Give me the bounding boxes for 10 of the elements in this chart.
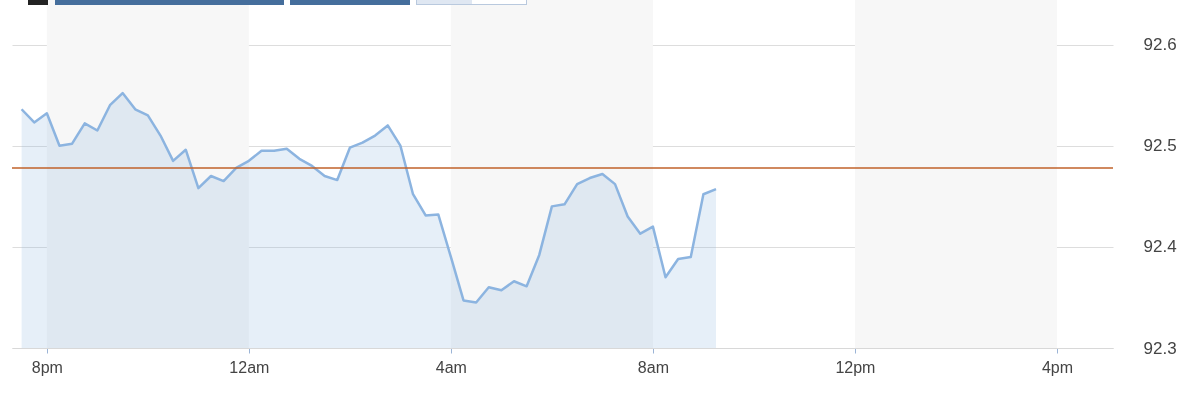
y-tick-label: 92.5 (1143, 136, 1177, 156)
x-tick-label: 8am (637, 358, 669, 376)
x-tick-label: 8pm (31, 358, 63, 376)
x-tick-label: 12am (229, 358, 270, 376)
x-tick-label: 12pm (835, 358, 876, 376)
x-tick-label: 4am (435, 358, 467, 376)
y-tick-label: 92.4 (1143, 237, 1177, 257)
x-tick-label: 4pm (1041, 358, 1073, 376)
y-tick-label: 92.3 (1143, 338, 1177, 358)
y-tick-label: 92.6 (1143, 35, 1177, 55)
